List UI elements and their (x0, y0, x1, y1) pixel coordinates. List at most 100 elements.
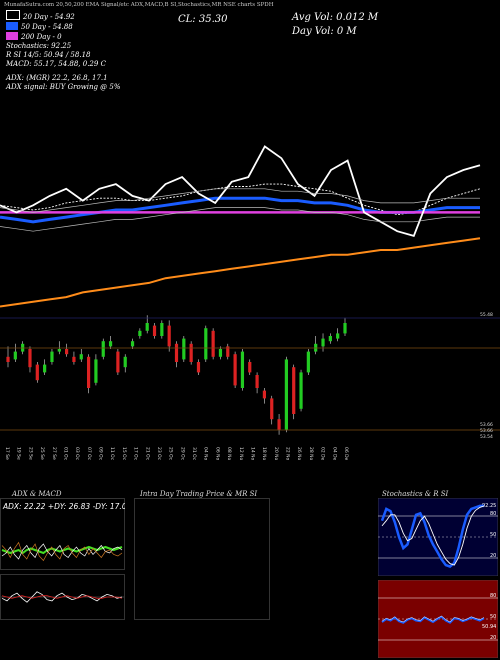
x-axis-dates: 17 Sep 19 Sep 23 Sep 25 Sep 27 Sep 01 Oct 03 O… (4, 447, 349, 460)
rsi-lines (381, 615, 485, 624)
candle-body (218, 349, 223, 357)
close-price: CL: 35.30 (178, 14, 228, 25)
candle-body (138, 330, 142, 336)
stochastics-readout: Stochastics: 92.25 (6, 42, 72, 50)
candle-body (248, 362, 252, 373)
macd-signal-line (1, 595, 123, 599)
candle-body (86, 356, 91, 388)
candle-body (28, 349, 32, 368)
candle-body (321, 338, 325, 347)
candle-body (211, 330, 215, 357)
candle-body (233, 354, 237, 386)
candle-body (160, 323, 164, 336)
avg-volume: Avg Vol: 0.012 M (292, 12, 379, 23)
date-label: 20 Nov (273, 447, 279, 460)
candle-body (43, 364, 47, 373)
date-label: 04 Nov (203, 447, 209, 460)
candle-body (174, 343, 179, 362)
price-label-4: 53.54 (480, 434, 493, 440)
intraday-panel-title: Intra Day Trading Price & MR SI (140, 490, 258, 498)
stoch-value: 92.25 (482, 503, 496, 509)
candle-body (35, 364, 39, 381)
macd-line (1, 591, 123, 603)
candles (6, 315, 347, 435)
candle-body (101, 341, 105, 357)
date-label: 15 Oct (121, 447, 127, 460)
adx-values: ADX: 22.22 +DY: 26.83 -DY: 17.07 (2, 502, 125, 511)
date-label: 27 Sep (51, 447, 57, 460)
date-label: 06 Nov (214, 447, 220, 460)
stochastics-panel: 80 50 20 92.25 (378, 498, 498, 576)
stoch-tick-20: 20 (490, 553, 496, 559)
date-label: 04 Dec (331, 447, 337, 460)
candle-body (284, 359, 288, 430)
date-label: 25 Sep (39, 447, 45, 460)
date-label: 01 Oct (62, 447, 68, 460)
adx-signal-readout: ADX signal: BUY Growing @ 5% (6, 83, 121, 91)
line-long-ema (0, 237, 481, 308)
candle-body (145, 323, 149, 331)
candle-body (292, 367, 296, 414)
date-label: 21 Oct (144, 447, 150, 460)
rsi-line (381, 615, 485, 624)
stoch-panel-title: Stochastics & R SI (382, 490, 449, 498)
date-label: 26 Nov (296, 447, 302, 460)
ema50-label: 50 Day - 54.88 (21, 23, 73, 31)
candle-body (328, 336, 332, 342)
line-20-day (0, 183, 481, 216)
candle-body (204, 328, 208, 360)
candle-body (277, 419, 281, 430)
candle-body (270, 398, 274, 420)
adx-lines (1, 541, 123, 562)
date-label: 22 Nov (285, 447, 291, 460)
date-label: 28 Nov (308, 447, 314, 460)
candle-body (189, 343, 193, 362)
candle-body (196, 362, 201, 373)
candle-body (255, 375, 259, 388)
ema20-label: 20 Day - 54.92 (23, 13, 75, 21)
candle-body (13, 351, 17, 360)
line-50-day (0, 196, 480, 224)
candle-body (130, 341, 135, 347)
candle-body (79, 354, 83, 360)
adx-readout: ADX: (MGR) 22.2, 26.8, 17.1 (6, 74, 108, 82)
line-price (0, 145, 481, 237)
candle-body (116, 351, 120, 373)
date-label: 17 Sep (4, 447, 10, 460)
macd-lines (1, 591, 123, 603)
ema50-swatch (6, 22, 18, 30)
rsi-thin-line (381, 615, 485, 623)
rsi-panel: 80 50 20 50.94 (378, 580, 498, 658)
date-label: 29 Oct (179, 447, 185, 460)
rsi-tick-50: 50 (490, 614, 496, 620)
candle-body (57, 349, 61, 352)
adx-panel-frame (0, 498, 125, 570)
stoch-tick-50: 50 (490, 532, 496, 538)
intraday-panel (134, 498, 270, 620)
stoch-tick-80: 80 (490, 511, 496, 517)
price-label-top: 55.48 (480, 312, 493, 318)
date-label: 23 Oct (156, 447, 162, 460)
legend-ema200: 200 Day - 0 (6, 32, 121, 42)
rsi-value: 50.94 (482, 624, 496, 630)
rsi-tick-80: 80 (490, 593, 496, 599)
date-label: 12 Nov (238, 447, 244, 460)
date-label: 06 Dec (343, 447, 349, 460)
legend-ema50: 50 Day - 54.88 (6, 22, 121, 32)
candle-body (152, 325, 157, 336)
candle-body (167, 325, 171, 347)
candle-body (123, 356, 127, 368)
legend-ema20: 20 Day - 54.92 (6, 10, 121, 22)
ema-lines (0, 145, 481, 308)
date-label: 31 Oct (191, 447, 197, 460)
day-volume: Day Vol: 0 M (292, 26, 357, 37)
date-label: 19 Sep (16, 447, 22, 460)
date-label: 03 Oct (74, 447, 80, 460)
candle-body (94, 359, 98, 383)
date-label: 18 Nov (261, 447, 267, 460)
stoch-line-signal (381, 505, 485, 566)
macd-panel (0, 574, 125, 620)
adx-panel-title: ADX & MACD (12, 490, 62, 498)
candle-body (299, 372, 303, 409)
date-label: 08 Nov (226, 447, 232, 460)
